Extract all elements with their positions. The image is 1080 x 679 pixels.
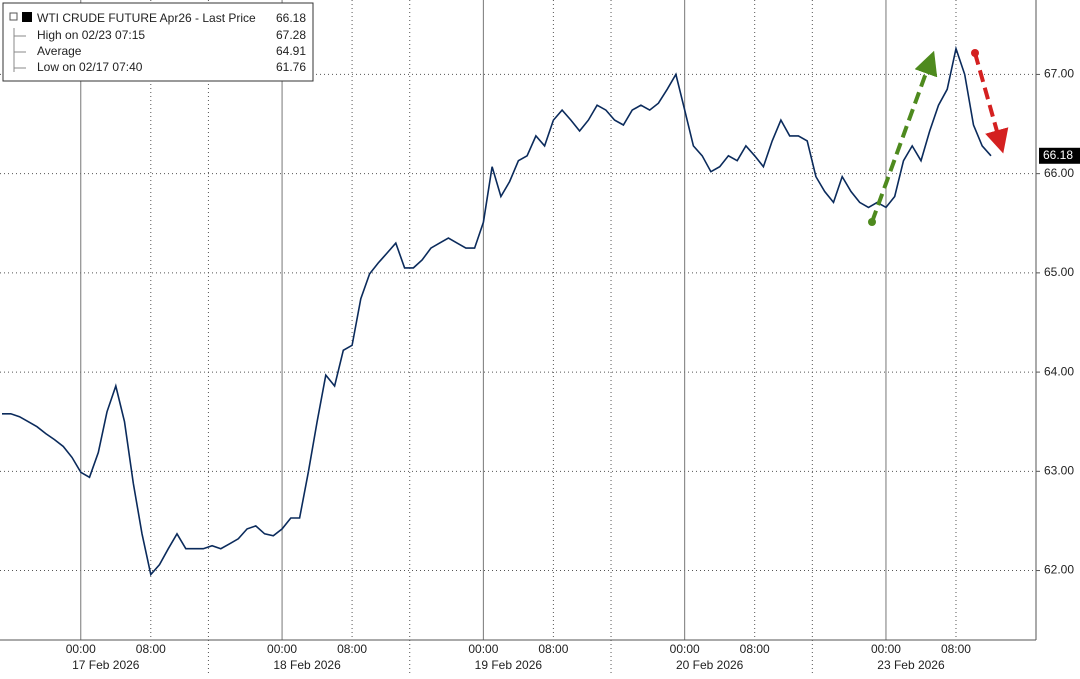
x-tick-label: 00:00 [670, 642, 700, 656]
date-label: 20 Feb 2026 [676, 658, 744, 672]
x-tick-label: 00:00 [267, 642, 297, 656]
legend: WTI CRUDE FUTURE Apr26 - Last Price 66.1… [2, 2, 314, 82]
legend-box [2, 2, 314, 82]
up-arrow [870, 50, 938, 223]
date-label: 18 Feb 2026 [273, 658, 341, 672]
price-line [2, 45, 992, 577]
legend-tree [13, 28, 26, 72]
legend-value: 67.28 [276, 28, 306, 42]
plot [2, 45, 992, 577]
y-tick-label: 66.00 [1044, 166, 1074, 180]
legend-value: 61.76 [276, 60, 306, 74]
date-label: 23 Feb 2026 [877, 658, 945, 672]
legend-label: Average [37, 44, 82, 58]
legend-icon [9, 12, 18, 21]
x-tick-label: 08:00 [337, 642, 367, 656]
x-tick-label: 08:00 [538, 642, 568, 656]
x-tick-label: 08:00 [941, 642, 971, 656]
legend-value: 64.91 [276, 44, 306, 58]
legend-swatch [22, 12, 32, 22]
tag-box [1039, 147, 1080, 164]
legend-title: WTI CRUDE FUTURE Apr26 - Last Price [37, 11, 256, 25]
x-tick-label: 08:00 [136, 642, 166, 656]
y-tick-label: 62.00 [1044, 563, 1074, 577]
date-label: 17 Feb 2026 [72, 658, 140, 672]
tag-label: 66.18 [1043, 148, 1073, 162]
y-tick-label: 67.00 [1044, 67, 1074, 81]
y-tick-label: 63.00 [1044, 463, 1074, 477]
date-label: 19 Feb 2026 [475, 658, 543, 672]
legend-label: High on 02/23 07:15 [37, 28, 145, 42]
x-tick-label: 08:00 [740, 642, 770, 656]
last-price-tag: 66.18 [1039, 147, 1080, 164]
y-tick-label: 64.00 [1044, 364, 1074, 378]
legend-value: 66.18 [276, 11, 306, 25]
x-tick-label: 00:00 [66, 642, 96, 656]
legend-label: Low on 02/17 07:40 [37, 60, 143, 74]
y-tick-label: 65.00 [1044, 265, 1074, 279]
x-tick-label: 00:00 [871, 642, 901, 656]
down-arrow [973, 52, 1009, 154]
grid [0, 0, 1036, 674]
x-tick-label: 00:00 [468, 642, 498, 656]
